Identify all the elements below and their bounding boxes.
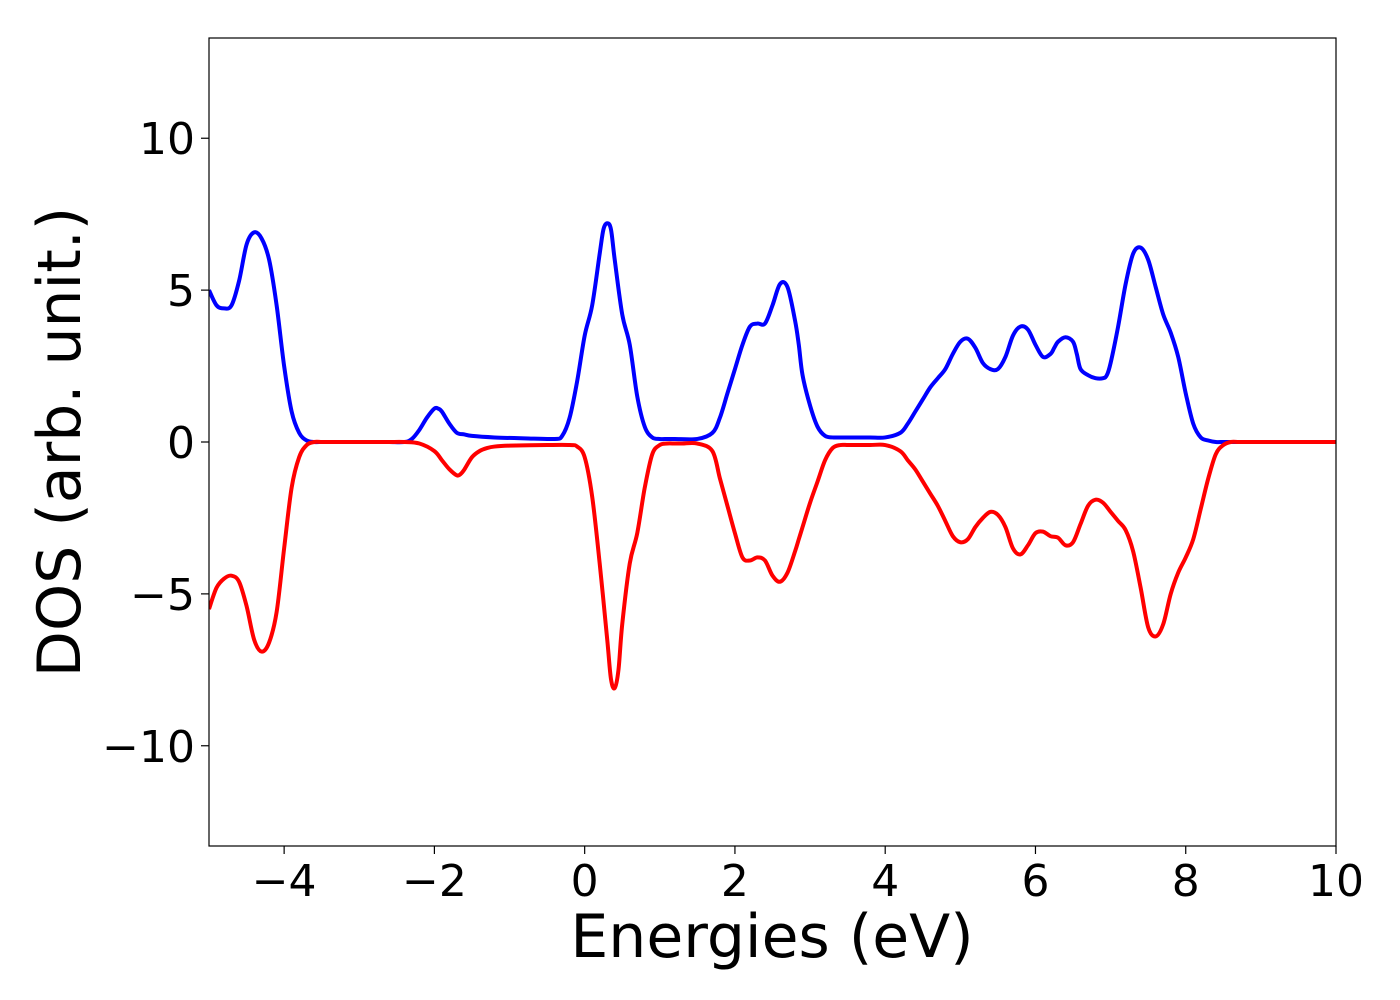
x-tick-label: 4 bbox=[871, 856, 899, 907]
y-tick-label: 10 bbox=[139, 114, 195, 165]
x-axis-label: Energies (eV) bbox=[570, 902, 973, 972]
x-tick-label: 0 bbox=[571, 856, 599, 907]
series-line-1 bbox=[209, 221, 1336, 445]
series-layer bbox=[209, 221, 1336, 691]
x-tick-label: −2 bbox=[402, 856, 467, 907]
x-tick-label: 6 bbox=[1021, 856, 1049, 907]
x-tick-label: 10 bbox=[1308, 856, 1364, 907]
series-line-2 bbox=[209, 439, 1336, 691]
y-tick-label: 0 bbox=[167, 418, 195, 469]
x-ticks: −4 −2 0 2 4 6 8 10 bbox=[252, 846, 1364, 907]
y-tick-label: 5 bbox=[167, 266, 195, 317]
x-tick-label: −4 bbox=[252, 856, 317, 907]
y-axis-label: DOS (arb. unit.) bbox=[25, 207, 95, 677]
y-tick-label: −5 bbox=[130, 570, 195, 621]
x-tick-label: 2 bbox=[721, 856, 749, 907]
x-tick-label: 8 bbox=[1172, 856, 1200, 907]
y-ticks: −10 −5 0 5 10 bbox=[102, 114, 209, 773]
y-tick-label: −10 bbox=[102, 722, 195, 773]
